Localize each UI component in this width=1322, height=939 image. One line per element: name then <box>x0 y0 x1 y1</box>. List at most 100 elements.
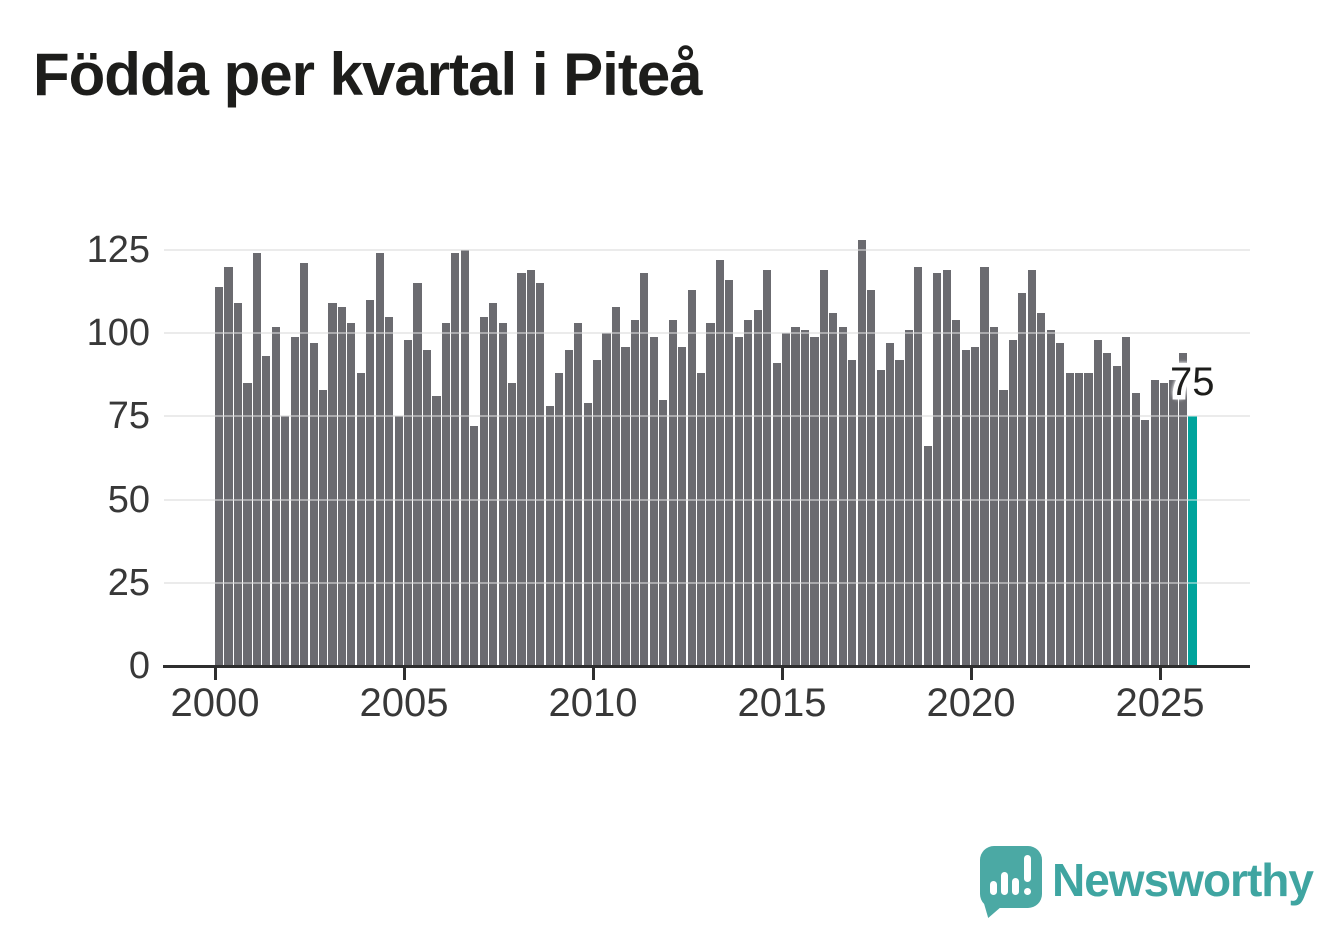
bar-2008Q3 <box>536 283 545 666</box>
x-axis-tick-2020 <box>969 668 973 680</box>
bar-2016Q1 <box>819 269 828 666</box>
bar-2004Q3 <box>385 316 394 666</box>
bar-2025Q2 <box>1169 379 1178 666</box>
bar-2011Q3 <box>649 336 658 666</box>
bar-2021Q3 <box>1027 269 1036 666</box>
gridline-25 <box>164 581 1250 584</box>
x-axis-tick-2005 <box>402 668 406 680</box>
gridline-125 <box>164 249 1250 251</box>
x-axis-tick-2000 <box>213 668 217 680</box>
bar-2015Q3 <box>800 329 810 666</box>
bar-2020Q2 <box>980 266 989 666</box>
x-axis-tick-2025 <box>1158 668 1162 680</box>
bar-2000Q1 <box>215 286 224 666</box>
y-axis-label-25: 25 <box>107 561 150 604</box>
logo-bar-icon <box>1012 878 1019 895</box>
bar-2010Q4 <box>621 346 630 666</box>
annotation-halo: 75 <box>1166 356 1219 409</box>
bar-2012Q2 <box>678 346 687 666</box>
bar-2015Q4 <box>810 336 819 666</box>
bar-2005Q1 <box>404 339 413 666</box>
bar-2025Q4 <box>1188 416 1197 666</box>
bar-2019Q2 <box>942 269 951 666</box>
bar-2003Q1 <box>328 303 337 666</box>
bar-2002Q1 <box>290 336 299 666</box>
gridline-100 <box>164 332 1250 335</box>
bar-2000Q3 <box>233 303 243 666</box>
bar-2017Q4 <box>885 343 895 666</box>
bar-2001Q2 <box>262 356 271 666</box>
bar-2003Q4 <box>356 373 365 666</box>
bar-2015Q1 <box>782 333 791 666</box>
bar-2024Q3 <box>1141 419 1150 666</box>
bar-2006Q3 <box>460 250 469 666</box>
bar-2024Q4 <box>1150 379 1159 666</box>
bar-2010Q1 <box>593 359 602 666</box>
bar-2006Q4 <box>470 426 479 666</box>
bar-2007Q3 <box>498 323 507 666</box>
logo-bar-icon <box>1001 872 1008 895</box>
bar-2014Q3 <box>763 269 772 666</box>
bar-2006Q2 <box>451 253 460 666</box>
x-axis-label-2025: 2025 <box>1115 681 1205 725</box>
bar-2004Q4 <box>394 416 403 666</box>
bar-2009Q1 <box>555 373 564 666</box>
bar-2021Q1 <box>1008 339 1017 666</box>
bar-2013Q4 <box>734 336 743 666</box>
bar-2017Q1 <box>857 240 866 666</box>
bar-2025Q3 <box>1178 353 1188 666</box>
bar-2001Q3 <box>271 326 280 666</box>
y-axis-label-125: 125 <box>86 229 150 271</box>
bar-2023Q3 <box>1103 353 1112 666</box>
bar-2002Q4 <box>318 389 328 666</box>
bar-2001Q1 <box>252 253 261 666</box>
bar-2003Q2 <box>337 306 347 666</box>
bar-2008Q4 <box>545 406 554 666</box>
x-axis-label-2020: 2020 <box>926 681 1016 725</box>
bar-2012Q1 <box>668 319 677 666</box>
bar-2019Q4 <box>961 349 970 666</box>
bar-2018Q4 <box>923 446 932 666</box>
y-axis-label-50: 50 <box>107 478 150 521</box>
annotation-text: 75 <box>1170 360 1215 404</box>
logo-bar-icon <box>990 881 997 895</box>
y-axis-label-100: 100 <box>86 312 150 355</box>
newsworthy-branding: Newsworthy <box>980 846 1314 926</box>
x-axis-label-2015: 2015 <box>737 681 827 725</box>
bar-2025Q1 <box>1160 383 1169 666</box>
bar-2011Q2 <box>640 273 649 666</box>
bar-2010Q2 <box>602 333 611 666</box>
bar-2023Q4 <box>1112 366 1121 666</box>
gridline-50 <box>164 498 1250 501</box>
bar-2012Q4 <box>696 373 706 666</box>
bar-2023Q1 <box>1084 373 1093 666</box>
bar-2018Q2 <box>904 329 914 666</box>
bar-2005Q4 <box>432 396 441 666</box>
bar-2005Q3 <box>422 349 432 666</box>
bar-2022Q3 <box>1065 373 1074 666</box>
x-axis-label-2010: 2010 <box>548 681 638 725</box>
bar-2005Q2 <box>413 283 422 666</box>
bar-2008Q2 <box>526 269 536 666</box>
gridline-75 <box>164 415 1250 418</box>
bar-2007Q2 <box>489 303 498 666</box>
page-title: Födda per kvartal i Piteå <box>33 41 703 108</box>
bar-2000Q4 <box>243 383 252 666</box>
bar-2009Q2 <box>564 349 573 666</box>
x-axis-line <box>163 665 1250 668</box>
bar-2016Q2 <box>829 313 838 666</box>
bar-2004Q2 <box>375 253 384 666</box>
bar-2002Q3 <box>309 343 318 666</box>
bar-2001Q4 <box>281 416 290 666</box>
bar-2021Q4 <box>1037 313 1046 666</box>
bar-2007Q4 <box>507 383 517 666</box>
bar-2022Q4 <box>1074 373 1084 666</box>
bar-2010Q3 <box>611 306 621 666</box>
bar-2016Q3 <box>838 326 847 666</box>
x-axis-tick-2010 <box>591 668 595 680</box>
bar-2022Q2 <box>1056 343 1065 666</box>
bar-2013Q1 <box>706 323 715 666</box>
bar-2008Q1 <box>517 273 526 666</box>
x-axis-tick-2015 <box>780 668 784 680</box>
